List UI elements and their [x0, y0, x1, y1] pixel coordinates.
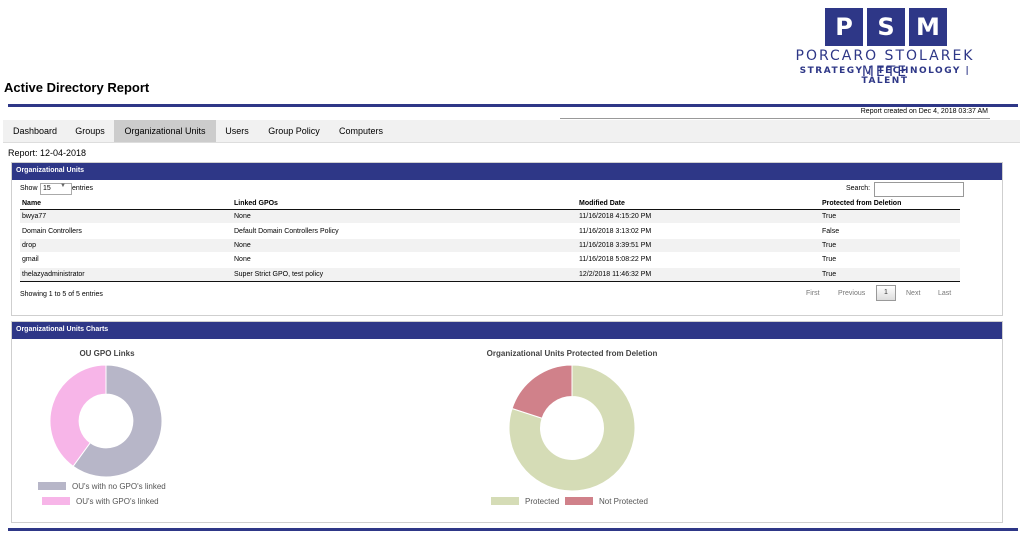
- pie-slice-ou-s-with-gpo-s-linked[interactable]: [50, 365, 107, 468]
- chevron-down-icon: ▼: [60, 183, 66, 189]
- table-row: gmail None 11/16/2018 5:08:22 PM True: [20, 252, 960, 268]
- pager-last[interactable]: Last: [938, 290, 952, 297]
- legend-label: OU's with no GPO's linked: [72, 482, 166, 491]
- report-created-text: Report created on Dec 4, 2018 03:37 AM: [860, 108, 988, 115]
- charts-panel-header: Organizational Units Charts: [12, 322, 1002, 339]
- legend-label: Protected: [525, 497, 560, 506]
- pager-page-1[interactable]: 1: [876, 285, 896, 301]
- cell-modified-date: 11/16/2018 4:15:20 PM: [577, 209, 820, 225]
- cell-name: Domain Controllers: [20, 223, 232, 239]
- logo-letter-s: S: [867, 8, 905, 46]
- table-header-row: Name Linked GPOs Modified Date Protected…: [20, 197, 960, 210]
- page-title: Active Directory Report: [4, 80, 150, 95]
- cell-protected: True: [820, 209, 960, 225]
- cell-modified-date: 11/16/2018 3:13:02 PM: [577, 223, 820, 239]
- table-row: bwya77 None 11/16/2018 4:15:20 PM True: [20, 209, 960, 225]
- gpo-links-donut-chart: [50, 365, 162, 477]
- pager-previous[interactable]: Previous: [838, 290, 866, 297]
- cell-modified-date: 11/16/2018 3:39:51 PM: [577, 238, 820, 254]
- cell-linked-gpos: None: [232, 252, 577, 268]
- legend-item[interactable]: Protected: [491, 497, 559, 506]
- table-row: drop None 11/16/2018 3:39:51 PM True: [20, 238, 960, 254]
- table-row: thelazyadministrator Super Strict GPO, t…: [20, 267, 960, 282]
- protected-donut-chart: [509, 365, 635, 491]
- logo-letter-m: M: [909, 8, 947, 46]
- legend-item[interactable]: OU's with no GPO's linked: [38, 482, 166, 491]
- table-info: Showing 1 to 5 of 5 entries: [20, 291, 103, 298]
- legend-swatch: [491, 497, 519, 505]
- column-header-name[interactable]: Name: [20, 197, 232, 210]
- entries-label: entries: [72, 185, 94, 192]
- cell-protected: False: [820, 223, 960, 239]
- cell-protected: True: [820, 238, 960, 254]
- cell-linked-gpos: Default Domain Controllers Policy: [232, 223, 577, 239]
- column-header-protected[interactable]: Protected from Deletion: [820, 197, 960, 210]
- legend-swatch: [565, 497, 593, 505]
- legend-item[interactable]: OU's with GPO's linked: [42, 497, 159, 506]
- cell-linked-gpos: None: [232, 238, 577, 254]
- tab-organizational-units[interactable]: Organizational Units: [114, 120, 216, 142]
- legend-label: Not Protected: [599, 497, 648, 506]
- report-created-divider: [560, 118, 990, 119]
- logo-company-name: PORCARO STOLAREK METE: [795, 48, 975, 80]
- legend-item[interactable]: Not Protected: [565, 497, 648, 506]
- column-header-linked-gpos[interactable]: Linked GPOs: [232, 197, 577, 210]
- pie-slice-not-protected[interactable]: [511, 365, 573, 419]
- tab-bar: Dashboard Groups Organizational Units Us…: [3, 120, 1020, 143]
- cell-protected: True: [820, 267, 960, 282]
- search-label: Search:: [846, 185, 871, 192]
- search-input[interactable]: [874, 182, 964, 197]
- show-label: Show: [20, 185, 38, 192]
- cell-modified-date: 11/16/2018 5:08:22 PM: [577, 252, 820, 268]
- cell-linked-gpos: Super Strict GPO, test policy: [232, 267, 577, 282]
- ou-table: Name Linked GPOs Modified Date Protected…: [20, 197, 960, 282]
- cell-name: gmail: [20, 252, 232, 268]
- report-date: Report: 12-04-2018: [8, 148, 87, 158]
- tab-groups[interactable]: Groups: [75, 126, 105, 136]
- pager-next[interactable]: Next: [906, 290, 921, 297]
- pie-slice-ou-s-with-no-gpo-s-linked[interactable]: [72, 365, 162, 477]
- cell-modified-date: 12/2/2018 11:46:32 PM: [577, 267, 820, 282]
- footer-divider: [8, 528, 1018, 531]
- pie-slice-protected[interactable]: [509, 365, 635, 491]
- header-divider: [8, 104, 1018, 107]
- tab-users[interactable]: Users: [225, 126, 249, 136]
- tab-group-policy[interactable]: Group Policy: [268, 126, 320, 136]
- legend-label: OU's with GPO's linked: [76, 497, 159, 506]
- legend-swatch: [38, 482, 66, 490]
- cell-linked-gpos: None: [232, 209, 577, 225]
- logo-tagline: STRATEGY | TECHNOLOGY | TALENT: [799, 66, 971, 86]
- cell-name: thelazyadministrator: [20, 267, 232, 282]
- entries-per-page-select[interactable]: 15: [40, 183, 72, 195]
- cell-protected: True: [820, 252, 960, 268]
- ou-panel-header: Organizational Units: [12, 163, 1002, 180]
- cell-name: bwya77: [20, 209, 232, 225]
- column-header-modified-date[interactable]: Modified Date: [577, 197, 820, 210]
- cell-name: drop: [20, 238, 232, 254]
- chart-title-gpo-links: OU GPO Links: [79, 349, 135, 358]
- logo-letter-p: P: [825, 8, 863, 46]
- chart-title-protected: Organizational Units Protected from Dele…: [486, 349, 658, 358]
- tab-dashboard[interactable]: Dashboard: [12, 126, 58, 136]
- pager-first[interactable]: First: [806, 290, 820, 297]
- tab-computers[interactable]: Computers: [338, 126, 383, 136]
- table-row: Domain Controllers Default Domain Contro…: [20, 223, 960, 239]
- ou-charts-panel: Organizational Units Charts OU GPO Links…: [11, 321, 1003, 523]
- ou-table-panel: Organizational Units Show 15 ▼ entries S…: [11, 162, 1003, 316]
- company-logo: P S M PORCARO STOLAREK METE STRATEGY | T…: [785, 8, 985, 86]
- legend-swatch: [42, 497, 70, 505]
